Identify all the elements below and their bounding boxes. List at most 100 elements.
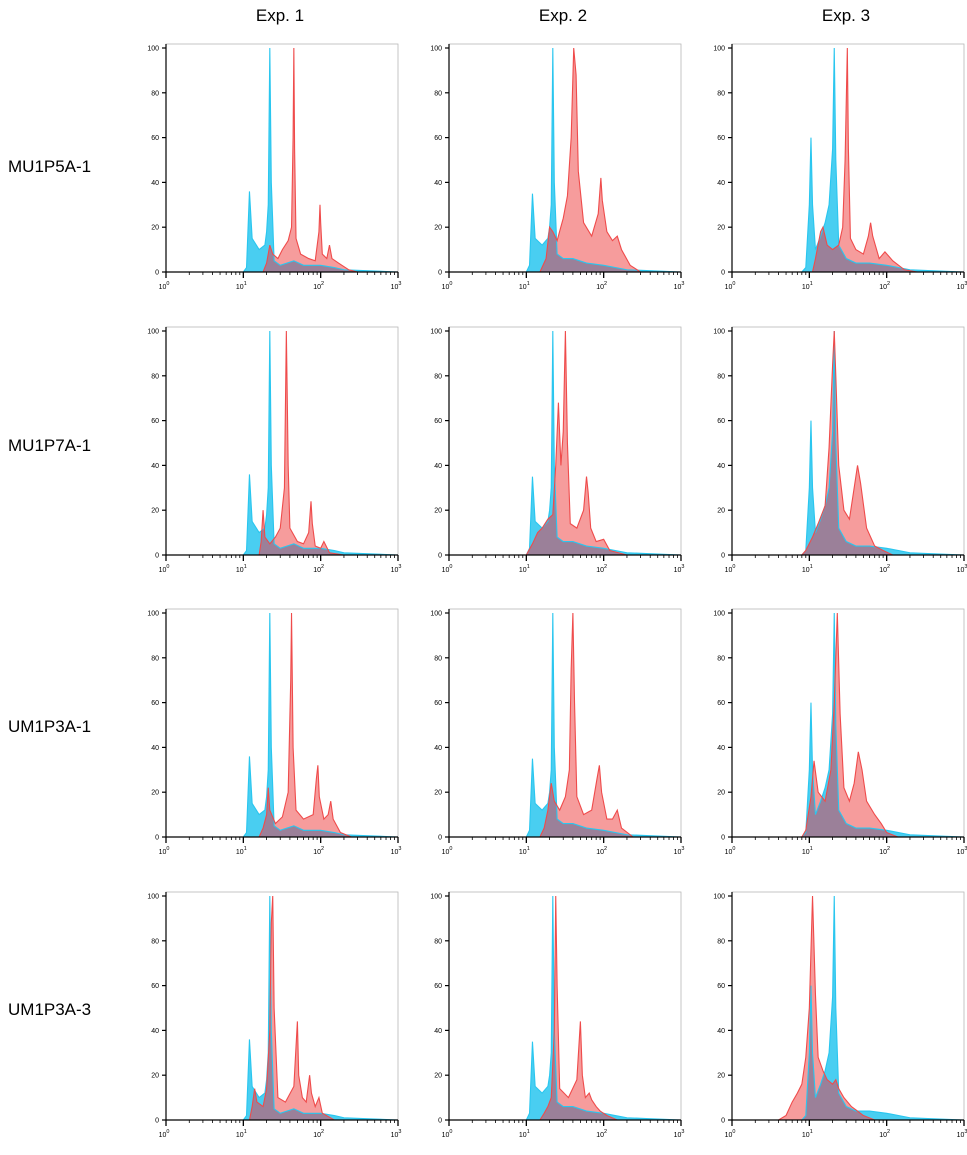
- series-line-red: [166, 612, 398, 838]
- histogram-panel-r4-c1: 0 20 40 60 80 100 100 101 102 103: [138, 886, 402, 1148]
- row-label-um1p3a-3: UM1P3A-3: [8, 1000, 92, 1019]
- y-tick-label: 0: [721, 553, 725, 560]
- y-tick-label: 60: [434, 983, 442, 990]
- series-area-red: [166, 896, 398, 1120]
- y-tick-label: 100: [147, 329, 159, 336]
- x-tick-label: 100: [725, 1129, 736, 1139]
- x-tick-label: 101: [236, 1129, 247, 1139]
- series-area-red: [732, 331, 964, 555]
- row-label-um1p3a-1: UM1P3A-1: [8, 717, 92, 736]
- x-tick-label: 100: [159, 564, 170, 574]
- series-line-red: [449, 612, 681, 838]
- x-tick-label: 101: [519, 281, 530, 291]
- x-tick-label: 103: [391, 846, 402, 856]
- column-title-exp1: Exp. 1: [255, 6, 305, 25]
- x-tick-label: 101: [802, 564, 813, 574]
- y-tick-label: 80: [151, 938, 159, 945]
- x-tick-label: 100: [159, 1129, 170, 1139]
- histogram-svg: 0 20 40 60 80 100 100 101 102 103: [147, 608, 402, 856]
- y-tick-label: 40: [434, 1028, 442, 1035]
- y-tick-label: 40: [151, 745, 159, 752]
- plot-frame: [165, 43, 399, 273]
- x-tick-label: 103: [674, 281, 685, 291]
- x-tick-label: 102: [879, 1129, 890, 1139]
- y-tick-label: 40: [434, 745, 442, 752]
- series-overlap-area: [166, 613, 398, 837]
- histogram-svg: 0 20 40 60 80 100 100 101 102 103: [430, 326, 685, 574]
- y-tick-label: 40: [434, 180, 442, 187]
- series-area-red: [449, 896, 681, 1120]
- x-tick-label: 101: [236, 846, 247, 856]
- y-tick-label: 80: [434, 655, 442, 662]
- x-tick-label: 101: [236, 281, 247, 291]
- x-tick-label: 100: [442, 281, 453, 291]
- histogram-svg: 0 20 40 60 80 100 100 101 102 103: [713, 326, 967, 574]
- series-line-blue: [449, 47, 682, 273]
- series-line-red: [166, 330, 398, 556]
- y-tick-label: 80: [151, 655, 159, 662]
- series-area-red: [732, 896, 964, 1120]
- histogram-panel-r1-c2: 0 20 40 60 80 100 100 101 102 103: [421, 38, 685, 300]
- y-tick-label: 0: [155, 553, 159, 560]
- y-tick-label: 20: [151, 225, 159, 232]
- series-area-red: [449, 48, 681, 272]
- series-line-blue: [166, 895, 399, 1121]
- series-area-red: [449, 613, 681, 837]
- x-tick-label: 101: [802, 1129, 813, 1139]
- y-tick-label: 0: [721, 1118, 725, 1125]
- x-tick-label: 101: [802, 281, 813, 291]
- histogram-panel-r3-c1: 0 20 40 60 80 100 100 101 102 103: [138, 603, 402, 865]
- series-line-red: [732, 330, 964, 556]
- series-line-blue: [166, 612, 399, 838]
- histogram-panel-r1-c3: 0 20 40 60 80 100 100 101 102 103: [704, 38, 967, 300]
- y-tick-label: 80: [151, 90, 159, 97]
- series-line-blue: [449, 612, 682, 838]
- plot-frame: [165, 608, 399, 838]
- y-tick-label: 0: [155, 1118, 159, 1125]
- series-area-blue: [449, 896, 681, 1120]
- series-overlap-area: [732, 896, 964, 1120]
- x-tick-label: 103: [957, 846, 967, 856]
- x-tick-label: 100: [442, 846, 453, 856]
- x-tick-label: 103: [674, 564, 685, 574]
- y-tick-label: 60: [151, 135, 159, 142]
- x-tick-label: 103: [391, 1129, 402, 1139]
- row-label-mu1p5a-1: MU1P5A-1: [8, 157, 92, 176]
- y-tick-label: 60: [717, 135, 725, 142]
- x-tick-label: 103: [674, 1129, 685, 1139]
- y-tick-label: 20: [434, 1073, 442, 1080]
- y-tick-label: 0: [155, 835, 159, 842]
- x-tick-label: 101: [519, 564, 530, 574]
- x-tick-label: 103: [957, 281, 967, 291]
- y-tick-label: 40: [151, 180, 159, 187]
- y-tick-label: 40: [434, 463, 442, 470]
- histogram-svg: 0 20 40 60 80 100 100 101 102 103: [430, 891, 685, 1139]
- x-tick-label: 102: [313, 564, 324, 574]
- row-label-mu1p7a-1: MU1P7A-1: [8, 436, 92, 455]
- series-overlap-area: [166, 896, 398, 1120]
- y-tick-label: 0: [721, 835, 725, 842]
- histogram-panel-r1-c1: 0 20 40 60 80 100 100 101 102 103: [138, 38, 401, 300]
- y-tick-label: 60: [434, 700, 442, 707]
- series-overlap-area: [449, 896, 681, 1120]
- x-tick-label: 102: [313, 846, 324, 856]
- plot-frame: [165, 891, 399, 1121]
- y-tick-label: 80: [434, 938, 442, 945]
- y-tick-label: 60: [151, 983, 159, 990]
- y-tick-label: 100: [147, 611, 159, 618]
- plot-frame: [731, 891, 965, 1121]
- column-title-exp3: Exp. 3: [821, 6, 871, 25]
- y-tick-label: 80: [434, 90, 442, 97]
- histogram-svg: 0 20 40 60 80 100 100 101 102 103: [713, 608, 967, 856]
- y-tick-label: 60: [717, 418, 725, 425]
- histogram-svg: 0 20 40 60 80 100 100 101 102 103: [713, 891, 967, 1139]
- y-tick-label: 80: [717, 938, 725, 945]
- x-tick-label: 102: [313, 1129, 324, 1139]
- histogram-panel-r3-c2: 0 20 40 60 80 100 100 101 102 103: [421, 603, 684, 865]
- x-tick-label: 102: [596, 281, 607, 291]
- x-tick-label: 102: [879, 564, 890, 574]
- x-tick-label: 102: [596, 846, 607, 856]
- y-tick-label: 100: [147, 46, 159, 53]
- y-tick-label: 20: [717, 790, 725, 797]
- y-tick-label: 20: [717, 1073, 725, 1080]
